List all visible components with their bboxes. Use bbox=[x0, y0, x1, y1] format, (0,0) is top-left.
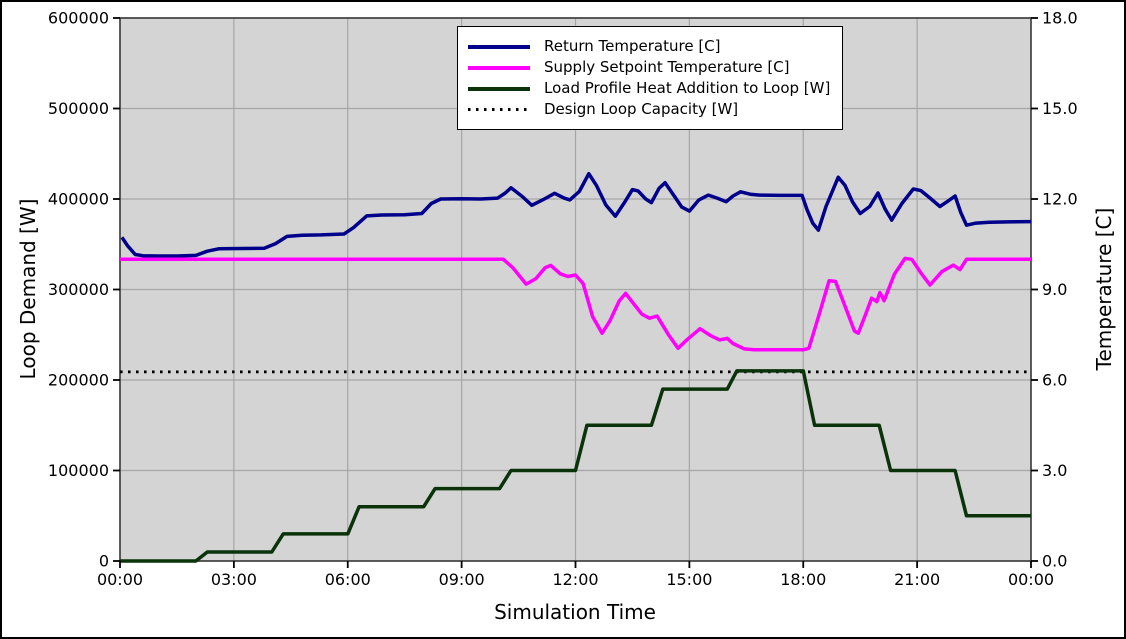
y-axis-label-right: Temperature [C] bbox=[1092, 207, 1116, 371]
y-right-tick-label: 15.0 bbox=[1042, 99, 1078, 118]
y-axis-label-left: Loop Demand [W] bbox=[16, 198, 40, 380]
x-tick-label: 06:00 bbox=[325, 570, 371, 589]
y-left-tick-label: 100000 bbox=[48, 461, 109, 480]
y-left-tick-label: 600000 bbox=[48, 9, 109, 28]
x-tick-label: 00:00 bbox=[1008, 570, 1054, 589]
x-tick-label: 09:00 bbox=[439, 570, 485, 589]
series-load-profile-heat-addition-line bbox=[120, 369, 1031, 563]
y-right-tick-label: 9.0 bbox=[1042, 280, 1067, 299]
series-supply-setpoint-temperature-line bbox=[120, 256, 1031, 352]
legend-swatch-2 bbox=[468, 86, 530, 91]
legend-label: Supply Setpoint Temperature [C] bbox=[544, 58, 790, 76]
y-right-tick-label: 12.0 bbox=[1042, 190, 1078, 209]
series-return-temperature-line bbox=[120, 171, 1032, 258]
y-left-tick-label: 200000 bbox=[48, 371, 109, 390]
x-tick-label: 00:00 bbox=[97, 570, 143, 589]
y-left-tick-label: 0 bbox=[99, 552, 109, 571]
y-left-tick-label: 400000 bbox=[48, 190, 109, 209]
y-right-tick-label: 6.0 bbox=[1042, 371, 1067, 390]
y-right-tick-label: 18.0 bbox=[1042, 9, 1078, 28]
y-left-tick-label: 500000 bbox=[48, 99, 109, 118]
x-tick-label: 12:00 bbox=[552, 570, 598, 589]
x-tick-label: 15:00 bbox=[666, 570, 712, 589]
x-tick-label: 03:00 bbox=[211, 570, 257, 589]
x-axis-label: Simulation Time bbox=[494, 600, 656, 624]
legend-label: Load Profile Heat Addition to Loop [W] bbox=[544, 79, 831, 97]
legend-item-load-profile-heat-addition: Load Profile Heat Addition to Loop [W] bbox=[468, 78, 830, 99]
x-tick-label: 21:00 bbox=[894, 570, 940, 589]
legend-label: Design Loop Capacity [W] bbox=[544, 100, 739, 118]
legend-swatch-3 bbox=[468, 108, 530, 111]
legend: Return Temperature [C] Supply Setpoint T… bbox=[457, 26, 844, 130]
legend-item-design-loop-capacity: Design Loop Capacity [W] bbox=[468, 99, 830, 120]
legend-item-supply-setpoint-temperature: Supply Setpoint Temperature [C] bbox=[468, 57, 830, 78]
legend-swatch-1 bbox=[468, 65, 530, 70]
legend-label: Return Temperature [C] bbox=[544, 37, 721, 55]
x-tick-label: 18:00 bbox=[780, 570, 826, 589]
y-right-tick-label: 3.0 bbox=[1042, 461, 1067, 480]
y-left-tick-label: 300000 bbox=[48, 280, 109, 299]
legend-swatch-0 bbox=[468, 44, 530, 49]
y-right-tick-label: 0.0 bbox=[1042, 552, 1067, 571]
legend-item-return-temperature: Return Temperature [C] bbox=[468, 36, 830, 57]
